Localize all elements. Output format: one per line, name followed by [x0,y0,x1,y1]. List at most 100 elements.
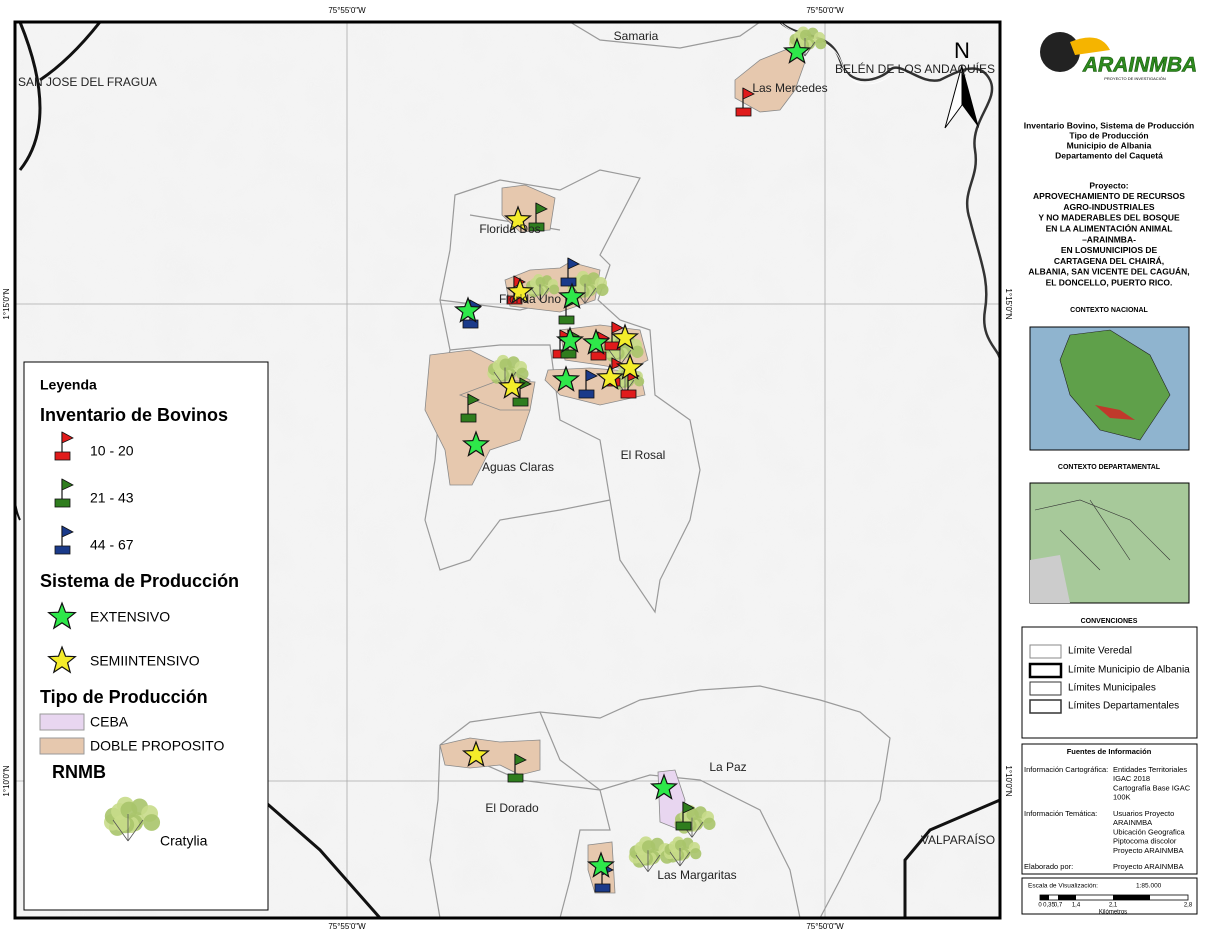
cratylia-stem [112,814,144,842]
sidebar-text: Proyecto: [1089,180,1128,190]
star-symbol [551,365,581,392]
flag-base [675,821,692,831]
label: Kilómetros [1099,910,1127,916]
legend-section: Inventario de Bovinos [40,405,228,425]
place-label: El Dorado [485,801,539,815]
star-symbol [586,851,616,878]
label: 2,1 [1109,903,1118,909]
cratylia-leaf [535,276,546,288]
legend-section: RNMB [52,762,106,782]
label: Límite Veredal [1068,646,1132,657]
label: 1°15'0"N [1004,288,1013,319]
label: 75°55'0"W [328,922,366,931]
label: 2,8 [1184,903,1193,909]
flag-base [594,883,611,893]
star-symbol [581,328,611,355]
sidebar-text: Y NO MADERABLES DEL BOSQUE [1038,213,1180,223]
label: 100K [1113,793,1131,802]
flag [467,393,480,406]
label: Proyecto ARAINMBA [1113,862,1183,871]
star-symbol [555,326,585,353]
place-label: Samaria [614,29,659,43]
label: 0,7 [1054,903,1063,909]
legend-item: EXTENSIVO [90,609,170,625]
cratylia-stem [669,848,691,867]
flag-base [462,319,479,329]
place-label: SAN JOSE DEL FRAGUA [18,75,157,89]
star-symbol [505,277,535,304]
sidebar-text: –ARAINMBA- [1082,234,1136,244]
flag-base [54,545,71,555]
logo-text: ARAINMBA [1082,54,1197,77]
cratylia-stem [530,284,550,301]
place-label: Las Mercedes [752,81,827,95]
flag-base [560,349,577,359]
label: Fuentes de Información [1067,747,1152,756]
label: Información Cartográfica: [1024,765,1108,774]
cratylia-leaf [143,814,161,831]
star-symbol [461,430,491,457]
north-label: N [954,38,970,63]
sidebar-text: EL DONCELLO, PUERTO RICO. [1046,277,1173,287]
flag-base [507,773,524,783]
flag-base [512,397,529,407]
label: 0 [1038,903,1042,909]
label: Elaborado por: [1024,862,1073,871]
cratylia-leaf [634,376,645,387]
cratylia-leaf [113,814,131,832]
place-label: VALPARAÍSO [921,832,995,847]
label: Usuarios Proyecto [1113,809,1174,818]
cratylia-leaf [690,848,702,860]
place-label: Aguas Claras [482,460,554,474]
star-symbol [47,645,77,674]
cratylia-leaf [636,850,650,865]
sidebar-text: Tipo de Producción [1069,130,1148,140]
label: 1°15'0"N [2,288,11,319]
flag-base [590,351,607,361]
flag-base [735,107,752,117]
flag [514,753,527,766]
flag-base [578,389,595,399]
cratylia-leaf [499,358,512,371]
label: Límites Municipales [1068,683,1156,694]
star-symbol [497,372,527,399]
label: 1°10'0"N [2,765,11,796]
legend-item: Cratylia [160,833,208,849]
label: CONTEXTO DEPARTAMENTAL [1058,464,1161,471]
label: 75°50'0"W [806,6,844,15]
legend: Leyenda Inventario de Bovinos 10 - 20 21… [23,361,269,911]
cratylia-stem [635,850,661,873]
cratylia-leaf [641,840,656,854]
label: 1:85.000 [1136,883,1162,890]
label: Límites Departamentales [1068,701,1179,712]
label: Información Temática: [1024,809,1097,818]
legend-section: Sistema de Producción [40,571,239,591]
label: CONTEXTO NACIONAL [1070,307,1148,314]
place-label: Florida Uno [499,292,561,306]
label: Límite Municipio de Albania [1068,665,1190,676]
star-symbol [595,363,625,390]
cratylia-leaf [494,368,507,381]
label: 1°10'0"N [1004,765,1013,796]
flag [567,257,580,270]
place-label: La Paz [709,760,746,774]
cratylia-leaf [686,808,699,821]
legend-item: 44 - 67 [90,537,134,553]
flag [682,801,695,814]
label: 75°50'0"W [806,922,844,931]
flag [61,431,74,444]
star-symbol [453,296,483,323]
cratylia-leaf [631,345,644,358]
cratylia-leaf [815,38,827,50]
legend-item: CEBA [90,714,129,730]
label: Ubicación Geografica [1113,827,1186,836]
sidebar-text: AGRO-INDUSTRIALES [1063,202,1154,212]
label: Piptocoma discolor [1113,837,1177,846]
label: Escala de Visualización: [1028,883,1098,890]
star-symbol [615,353,645,380]
sidebar-text: EN LOSMUNICIPIOS DE [1061,245,1158,255]
legend-item: SEMIINTENSIVO [90,653,200,669]
flag [61,525,74,538]
legend-item: 10 - 20 [90,443,134,459]
